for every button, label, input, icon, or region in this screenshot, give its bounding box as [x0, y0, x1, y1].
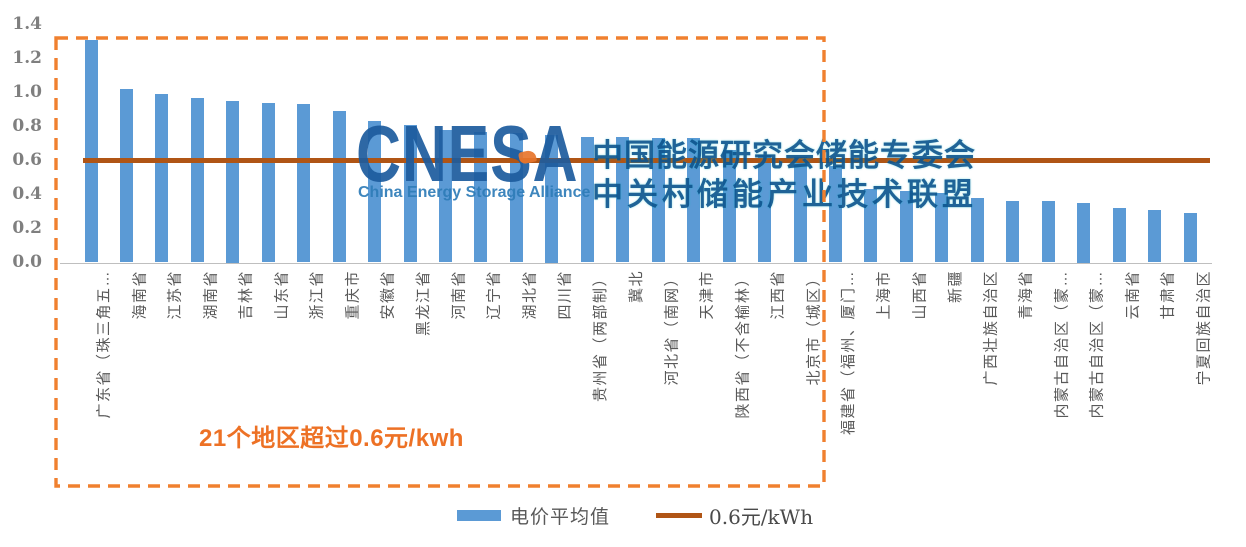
- y-axis-tick-label: 0.6: [12, 149, 42, 170]
- x-axis-label: 上海市: [875, 270, 893, 320]
- bar: [226, 101, 240, 263]
- bar: [970, 197, 984, 263]
- x-axis-label: 新疆: [946, 270, 964, 304]
- bar: [935, 192, 949, 263]
- bar: [864, 189, 878, 263]
- x-axis-label: 青海省: [1017, 270, 1035, 320]
- bar: [651, 138, 665, 263]
- y-axis-tick-label: 1.4: [12, 13, 42, 34]
- legend: 电价平均值 0.6元/kWh: [457, 501, 813, 530]
- x-axis-label: 内蒙古自治区（蒙…: [1053, 270, 1071, 419]
- bar: [332, 111, 346, 263]
- bar: [687, 138, 701, 263]
- bar: [439, 129, 453, 263]
- legend-label-line: 0.6元/kWh: [709, 505, 814, 529]
- reference-line: [83, 158, 1210, 163]
- x-axis-label: 福建省（福州、厦门…: [840, 270, 858, 436]
- y-axis-tick-label: 0.2: [12, 217, 42, 238]
- bar: [1077, 203, 1091, 263]
- y-axis: 0.0 0.2 0.4 0.6 0.8 1.0 1.2 1.4: [0, 0, 46, 547]
- y-axis-tick-label: 0.0: [12, 251, 42, 272]
- y-axis-tick-label: 1.2: [12, 47, 42, 68]
- bar: [1112, 208, 1126, 263]
- bar: [474, 131, 488, 263]
- x-axis-label: 甘肃省: [1159, 270, 1177, 320]
- bar: [1183, 213, 1197, 263]
- bar: [545, 135, 559, 263]
- bar: [616, 136, 630, 263]
- bar: [1006, 201, 1020, 263]
- bar: [261, 102, 275, 263]
- x-axis-label: 山西省: [911, 270, 929, 320]
- bar: [1041, 201, 1055, 263]
- bar: [580, 136, 594, 263]
- bar: [1148, 209, 1162, 263]
- bar: [84, 39, 98, 263]
- x-axis-label: 云南省: [1124, 270, 1142, 320]
- y-axis-tick-label: 0.4: [12, 183, 42, 204]
- x-axis-line: [60, 263, 1212, 264]
- bar: [722, 150, 736, 263]
- bar: [828, 165, 842, 263]
- x-axis-label: 内蒙古自治区（蒙…: [1088, 270, 1106, 419]
- bar: [368, 121, 382, 263]
- y-axis-tick-label: 1.0: [12, 81, 42, 102]
- bar: [793, 157, 807, 263]
- legend-label-bar: 电价平均值: [510, 507, 611, 528]
- bar: [190, 97, 204, 263]
- annotation-text: 21个地区超过0.6元/kwh: [199, 425, 464, 452]
- y-axis-tick-label: 0.8: [12, 115, 42, 136]
- bar: [155, 94, 169, 263]
- bar: [509, 133, 523, 263]
- bar: [297, 104, 311, 263]
- bar: [758, 155, 772, 263]
- highlight-dashed-box: [54, 36, 826, 488]
- bar: [899, 191, 913, 263]
- x-axis-label: 广西壮族自治区: [982, 270, 1000, 386]
- bar: [119, 89, 133, 263]
- x-axis-label: 宁夏回族自治区: [1195, 270, 1213, 386]
- legend-swatch-bar: [457, 510, 501, 521]
- legend-swatch-line: [656, 513, 703, 518]
